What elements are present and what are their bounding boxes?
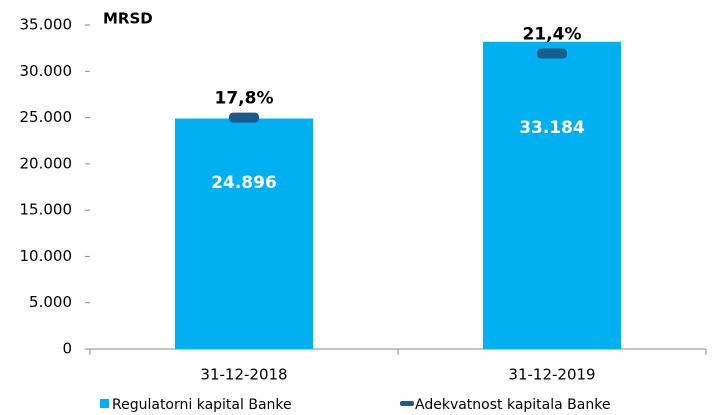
bar xyxy=(483,41,621,349)
ratio-marker xyxy=(537,48,567,59)
bar-value-label: 24.896 xyxy=(211,173,277,193)
x-tick-label: 31-12-2019 xyxy=(508,366,595,384)
y-tick-label: 5.000 xyxy=(29,293,72,311)
y-tick-label: 30.000 xyxy=(20,62,73,80)
y-tick-label: 35.000 xyxy=(20,16,73,34)
legend-label: Adekvatnost kapitala Banke xyxy=(415,397,610,413)
y-tick-label: 10.000 xyxy=(20,247,73,265)
legend-swatch xyxy=(100,399,109,408)
y-tick-label: 25.000 xyxy=(20,108,73,126)
x-tick-label: 31-12-2018 xyxy=(200,366,287,384)
ratio-marker xyxy=(229,112,259,123)
y-tick-label: 0 xyxy=(62,340,72,358)
y-tick-label: 15.000 xyxy=(20,201,73,219)
legend-label: Regulatorni kapital Banke xyxy=(112,397,292,413)
bar xyxy=(175,118,313,349)
bar-value-label: 33.184 xyxy=(519,118,585,138)
chart-title: MRSD xyxy=(103,10,153,28)
ratio-label: 17,8% xyxy=(215,89,274,109)
ratio-label: 21,4% xyxy=(523,24,582,44)
legend-swatch xyxy=(400,401,414,406)
y-tick-label: 20.000 xyxy=(20,154,73,172)
